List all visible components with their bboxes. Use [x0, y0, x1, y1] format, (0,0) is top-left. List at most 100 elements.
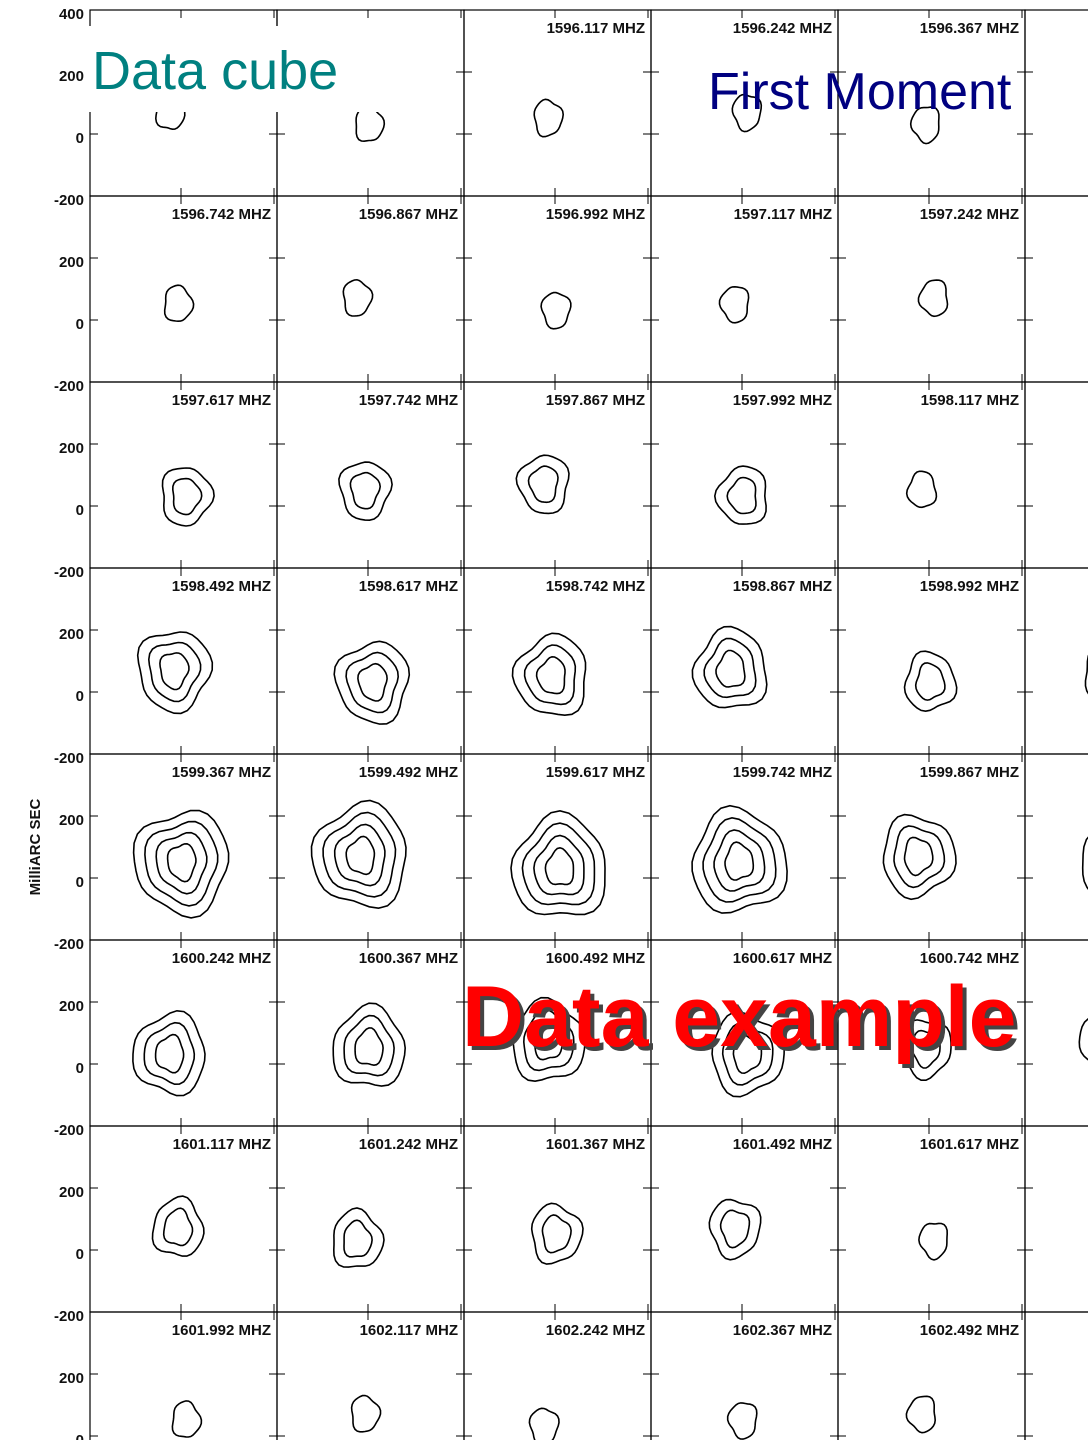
- contour: [144, 820, 219, 907]
- panel-label: 1598.992 MHZ: [920, 578, 1019, 595]
- panel-frame: [1024, 567, 1088, 755]
- y-tick-label: 200: [59, 1370, 84, 1387]
- contour: [136, 631, 214, 715]
- panel-label: 1602.117 MHZ: [360, 1322, 458, 1339]
- panel-label: 1598.117 MHZ: [921, 392, 1019, 409]
- contour: [726, 1402, 758, 1440]
- contour: [711, 1010, 786, 1098]
- contour: [322, 811, 397, 898]
- panel-label: 1600.492 MHZ: [546, 950, 645, 967]
- contour: [161, 467, 215, 527]
- panel-label: 1596.867 MHZ: [359, 206, 458, 223]
- panel-frame: [463, 9, 652, 197]
- contour: [527, 465, 559, 504]
- contour: [731, 93, 763, 133]
- panel-label: 1596.742 MHZ: [172, 206, 271, 223]
- contour: [154, 1033, 185, 1074]
- panel-frame: [837, 567, 1026, 755]
- contour: [691, 625, 768, 709]
- y-tick-label: 200: [59, 68, 84, 85]
- y-tick-label: 0: [76, 1246, 84, 1263]
- panel-frame: [276, 567, 465, 755]
- panel-frame: [89, 381, 278, 569]
- y-tick-label: -200: [54, 750, 84, 767]
- y-tick-label: 200: [59, 812, 84, 829]
- y-tick-label: 0: [76, 874, 84, 891]
- panel-frame: [1024, 939, 1088, 1127]
- contour: [511, 632, 587, 717]
- panel-frame: [89, 195, 278, 383]
- panel-label: 1601.367 MHZ: [546, 1136, 645, 1153]
- y-tick-label: -200: [54, 936, 84, 953]
- contour: [1081, 836, 1088, 890]
- contour: [713, 465, 767, 525]
- contour: [159, 652, 190, 691]
- panel-label: 1597.617 MHZ: [172, 392, 271, 409]
- panel-frame: [276, 753, 465, 941]
- panel-label: 1602.242 MHZ: [546, 1322, 645, 1339]
- y-tick-label: 0: [76, 1432, 84, 1440]
- contour: [1084, 654, 1088, 695]
- contour: [333, 640, 411, 725]
- panel-frame: [463, 567, 652, 755]
- contour: [911, 1029, 941, 1069]
- y-tick-label: 0: [76, 130, 84, 147]
- contour: [345, 835, 376, 876]
- contour: [523, 644, 577, 706]
- panel-label: 1599.617 MHZ: [546, 764, 645, 781]
- y-tick-label: 0: [76, 688, 84, 705]
- panel-label: 1599.367 MHZ: [172, 764, 271, 781]
- panel-frame: [89, 567, 278, 755]
- contour: [903, 836, 934, 877]
- panel-frame: [650, 1125, 839, 1313]
- contour: [510, 809, 606, 916]
- contour: [171, 1400, 203, 1438]
- contour: [724, 841, 755, 881]
- y-tick-label: 0: [76, 316, 84, 333]
- contour: [905, 1395, 937, 1434]
- contour: [708, 1198, 762, 1261]
- panel-label: 1601.242 MHZ: [359, 1136, 458, 1153]
- contour: [541, 1214, 572, 1254]
- contour: [163, 284, 195, 323]
- panel-label: 1597.867 MHZ: [546, 392, 645, 409]
- y-tick-label: -200: [54, 564, 84, 581]
- first-moment-title: First Moment: [708, 63, 1012, 121]
- panel-frame: [463, 195, 652, 383]
- contour: [718, 285, 750, 324]
- y-tick-label: 0: [76, 1060, 84, 1077]
- contour: [909, 106, 940, 145]
- panel-frame: [89, 939, 278, 1127]
- contour: [544, 846, 575, 886]
- panel-label: 1600.742 MHZ: [920, 950, 1019, 967]
- panel-frame: [1024, 9, 1088, 197]
- contour: [533, 98, 565, 138]
- panel-frame: [1024, 1311, 1088, 1440]
- contour: [166, 842, 197, 883]
- data-cube-title: Data cube: [92, 41, 339, 101]
- contour: [151, 1195, 205, 1257]
- contour: [703, 637, 757, 699]
- contour: [333, 823, 386, 887]
- contour: [342, 278, 374, 317]
- panel-label: 1599.742 MHZ: [733, 764, 832, 781]
- contour: [719, 1209, 751, 1249]
- contour: [691, 804, 788, 914]
- panel-label: 1598.617 MHZ: [359, 578, 458, 595]
- contour: [132, 1009, 206, 1097]
- y-tick-label: -200: [54, 192, 84, 209]
- panel-label: 1602.367 MHZ: [733, 1322, 832, 1339]
- contour: [343, 1014, 395, 1077]
- panel-frame: [463, 1125, 652, 1313]
- panel-frame: [837, 753, 1026, 941]
- panel-label: 1599.867 MHZ: [920, 764, 1019, 781]
- panel-frame: [650, 567, 839, 755]
- contour: [533, 834, 585, 896]
- panel-label: 1598.492 MHZ: [172, 578, 271, 595]
- contour: [338, 461, 393, 522]
- contour: [713, 829, 766, 892]
- contour: [350, 1394, 382, 1433]
- axis-label: MilliARC SEC: [27, 799, 44, 896]
